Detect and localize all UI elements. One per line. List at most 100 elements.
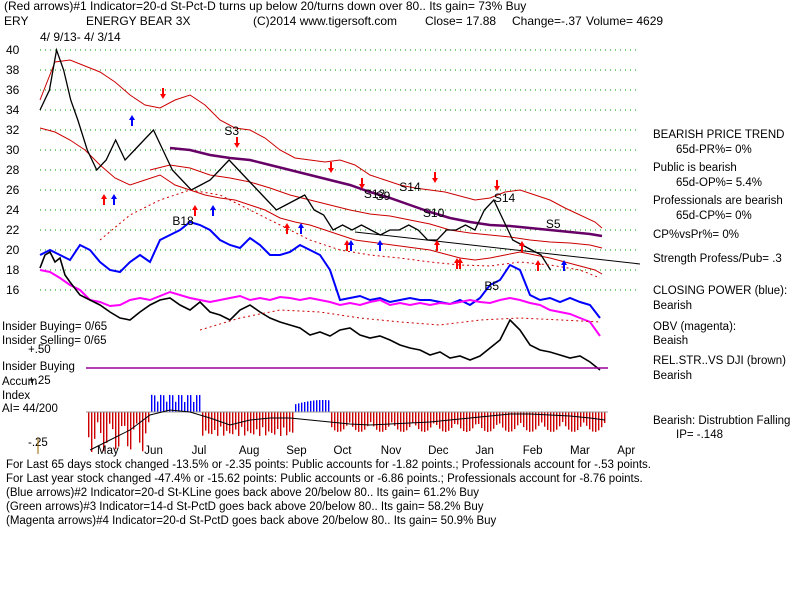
x-tick-label: Jun: [144, 445, 163, 457]
ai-bar: [577, 412, 579, 431]
ai-bar: [466, 412, 468, 432]
ai-bar: [568, 412, 570, 430]
buy-arrow-icon: [344, 240, 350, 251]
x-tick-label: Sep: [286, 445, 306, 457]
ai-bar: [160, 394, 162, 412]
buy-arrow-icon: [377, 240, 383, 251]
footer-line-1: For Last 65 days stock changed -13.5% or…: [6, 459, 651, 471]
inner-band-line: [149, 164, 603, 249]
ai-bar: [313, 400, 315, 412]
ai-bar: [235, 412, 237, 430]
ai-bar: [187, 395, 189, 412]
ai-bar: [379, 412, 381, 432]
trend-line: [354, 231, 641, 265]
ai-bar: [382, 412, 384, 432]
ai-bar: [580, 412, 582, 427]
x-axis: May Jun Jul Aug Sep Oct Nov Dec Jan Feb Mar Apr: [97, 445, 635, 457]
ai-bar: [397, 412, 399, 430]
distribution-title: Bearish: Distrubtion Falling: [653, 415, 790, 427]
ai-plus25: +.25: [28, 375, 51, 387]
signal-label: S3: [224, 124, 239, 138]
ai-bar: [211, 412, 213, 435]
ai-bar: [544, 412, 546, 427]
ai-bar: [268, 412, 270, 432]
ai-bar: [469, 412, 471, 432]
insider-buying-count: Insider Buying= 0/65: [2, 321, 107, 333]
ai-bar: [460, 412, 462, 429]
ai-bar: [421, 412, 423, 432]
ai-bar: [520, 412, 522, 423]
close-value: Close= 17.88: [425, 14, 496, 28]
index-label: Index: [2, 390, 30, 402]
ai-bar: [538, 412, 540, 426]
buy-arrow-icon: [129, 115, 135, 126]
ai-bar: [556, 412, 558, 430]
ai-bar: [244, 412, 246, 436]
y-tick-label: 38: [6, 63, 20, 77]
date-range: 4/ 9/13- 4/ 3/14: [40, 30, 121, 44]
ai-bar: [553, 412, 555, 432]
signal-label: B18: [172, 214, 194, 228]
ai-bar: [346, 412, 348, 426]
ai-bar: [391, 412, 393, 423]
ai-bar: [487, 412, 489, 432]
ai-bar: [517, 412, 519, 426]
ai-bar: [511, 412, 513, 432]
buy-arrow-icon: [298, 223, 304, 234]
ai-bar: [202, 412, 204, 436]
ai-bar: [331, 412, 333, 428]
ai-bar: [214, 412, 216, 430]
ai-bar: [352, 412, 354, 427]
ai-bar: [241, 412, 243, 427]
ai-bar: [340, 412, 342, 432]
signal-label: S14: [494, 191, 516, 205]
ai-bar: [130, 412, 132, 450]
ai-bar: [265, 412, 267, 436]
dotted-band-upper: [99, 189, 601, 279]
volume-value: Volume= 4629: [586, 14, 663, 28]
buy-arrow-icon: [210, 205, 216, 216]
op-value: 65d-OP%= 5.4%: [676, 177, 762, 189]
ai-bar: [586, 412, 588, 426]
ai-bar: [157, 401, 159, 412]
ai-bar: [124, 412, 126, 426]
header-line1: (Red arrows)#1 Indicator=20-d St-Pct-D t…: [4, 0, 526, 13]
public-sentiment: Public is bearish: [653, 162, 737, 174]
ai-bar: [169, 394, 171, 412]
ai-bar: [505, 412, 507, 431]
ai-bar: [508, 412, 510, 432]
signal-label: S14: [399, 180, 421, 194]
ai-bar: [307, 401, 309, 412]
ai-bar: [295, 404, 297, 412]
y-tick-label: 20: [6, 243, 20, 257]
insider-buying-label: Insider Buying: [2, 361, 75, 373]
buy-arrow-icon: [535, 260, 541, 271]
ai-bar: [565, 412, 567, 427]
y-tick-label: 34: [6, 103, 20, 117]
ai-bar: [151, 394, 153, 412]
x-tick-label: Nov: [381, 445, 402, 457]
ai-bar: [403, 412, 405, 432]
ai-bar: [430, 412, 432, 428]
ai-bar: [547, 412, 549, 431]
y-axis: 40 38 36 34 32 30 28 26 24 22 20 18 16: [6, 43, 20, 297]
obv-value: Beaish: [653, 335, 688, 347]
sell-arrow-icon: [359, 178, 365, 189]
ai-bar: [394, 412, 396, 426]
ai-bar: [208, 412, 210, 434]
price-line: [39, 47, 552, 271]
pr-value: 65d-PR%= 0%: [676, 144, 752, 156]
ai-bar: [271, 412, 273, 433]
sell-arrow-icon: [160, 88, 166, 99]
ai-bar: [574, 412, 576, 432]
buy-arrow-icon: [348, 240, 354, 251]
ai-bar: [529, 412, 531, 432]
buy-arrow-icon: [561, 260, 567, 271]
ai-moving-average: [89, 409, 606, 451]
ai-bar: [100, 412, 102, 434]
ai-bar: [184, 401, 186, 412]
ai-bar: [439, 412, 441, 429]
ai-bar: [472, 412, 474, 429]
